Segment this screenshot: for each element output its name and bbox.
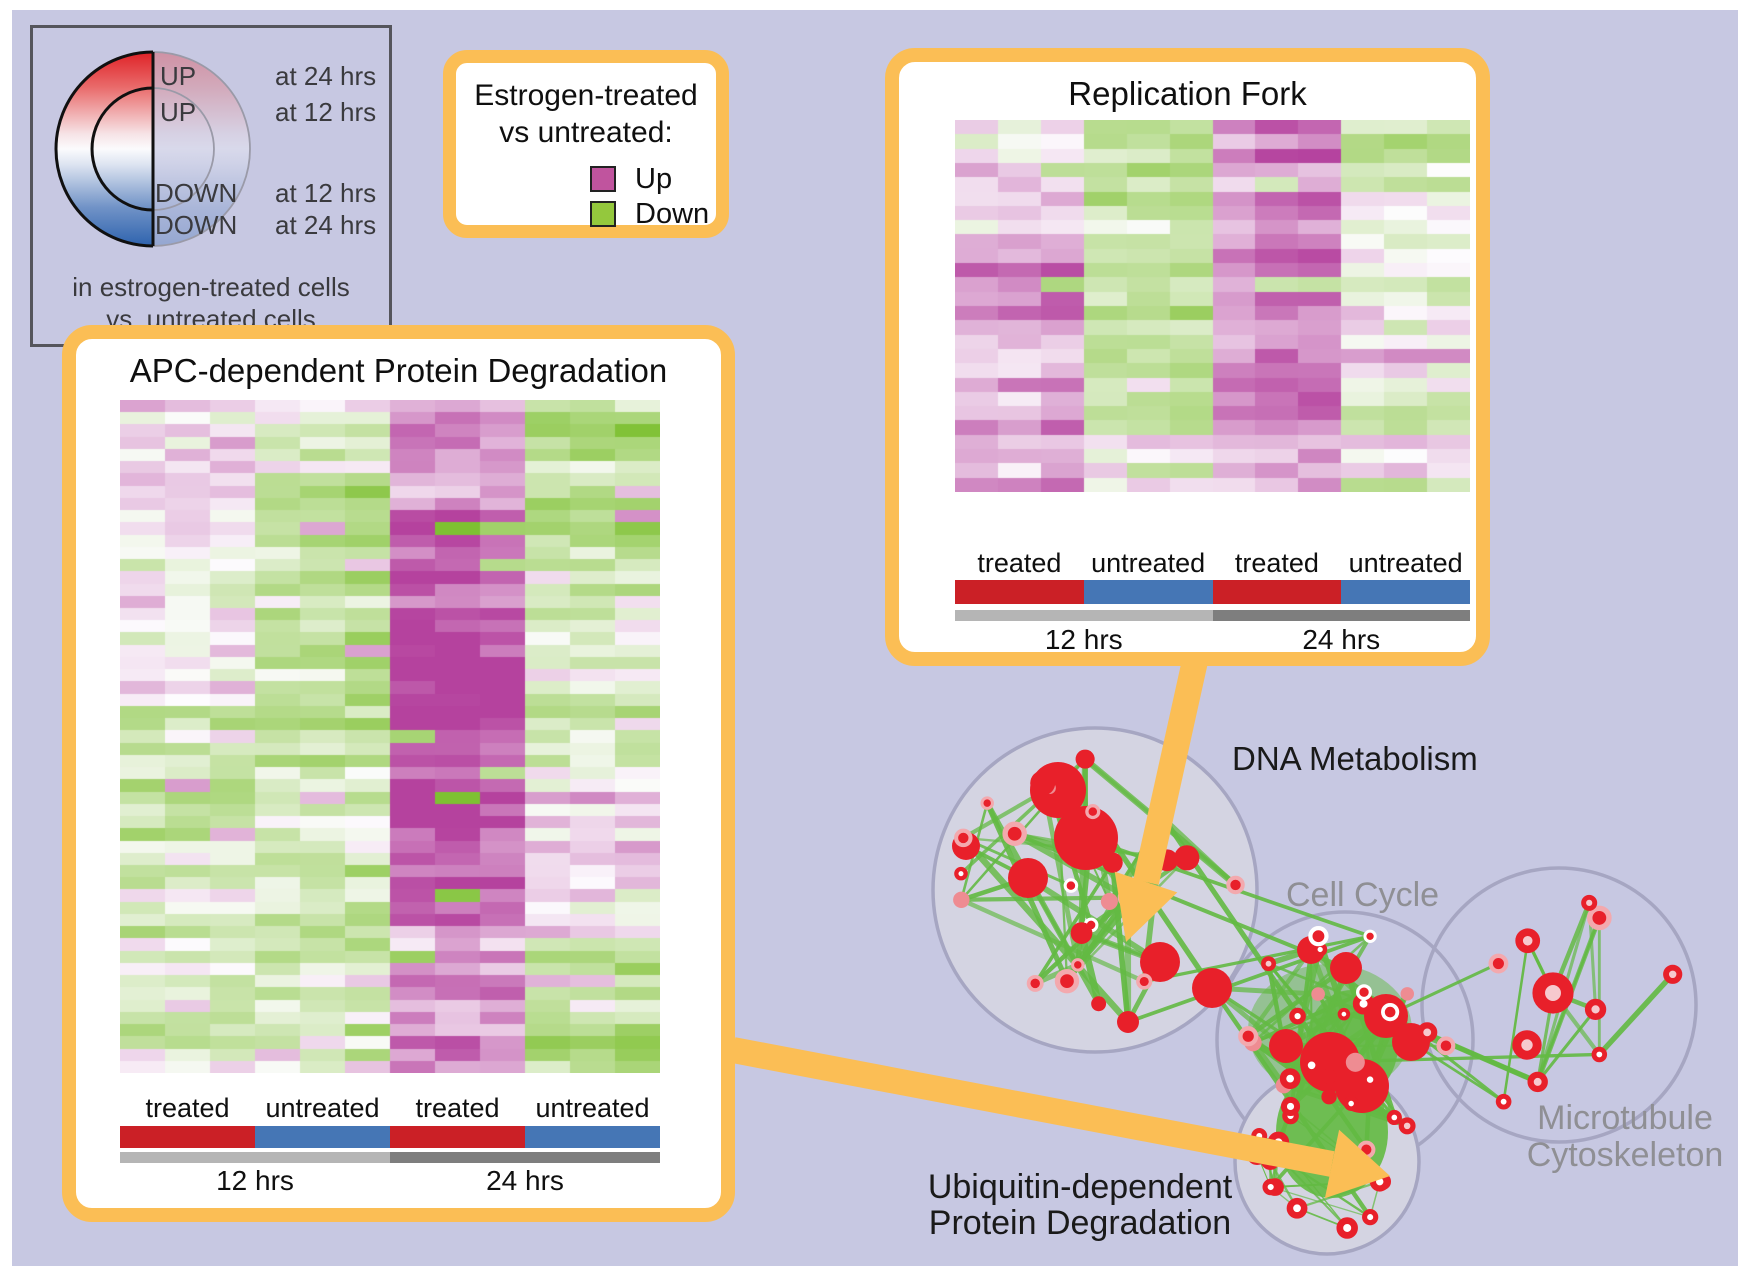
ring-time-12hrs-outer: at 12 hrs xyxy=(275,178,377,208)
updown-legend-title: Estrogen-treated vs untreated: xyxy=(456,77,716,151)
ring-legend-box: UP at 24 hrs UP at 12 hrs DOWN at 12 hrs… xyxy=(30,25,392,347)
updown-legend-title-line1: Estrogen-treated xyxy=(474,79,698,112)
replication-fork-heatmap xyxy=(955,120,1470,492)
apc-12hrs-label: 12 hrs xyxy=(216,1165,294,1196)
apc-group-labels: treated untreated treated untreated xyxy=(120,1093,660,1124)
replication-fork-title: Replication Fork xyxy=(1068,75,1307,112)
apc-time-labels: 12 hrs 24 hrs xyxy=(120,1165,660,1197)
rf-time-colorbar xyxy=(955,610,1470,621)
updown-legend-title-line2: vs untreated: xyxy=(499,116,673,149)
down-swatch-label: Down xyxy=(635,198,710,230)
ring-legend-caption-line1: in estrogen-treated cells xyxy=(72,272,350,302)
rf-12hrs-label: 12 hrs xyxy=(1044,624,1123,655)
apc-condition-colorbar xyxy=(120,1126,660,1148)
apc-treated-12-label: treated xyxy=(145,1093,230,1123)
up-color-swatch xyxy=(590,166,616,192)
rf-treated-12-label: treated xyxy=(977,548,1062,578)
apc-degradation-panel: APC-dependent Protein Degradation treate… xyxy=(62,325,735,1222)
apc-treated-24-label: treated xyxy=(415,1093,500,1123)
ring-label-up-inner: UP xyxy=(160,97,197,127)
rf-24hrs-label: 24 hrs xyxy=(1302,624,1381,655)
concentric-ring-diagram-icon xyxy=(54,50,251,248)
replication-fork-panel: Replication Fork treated untreated treat… xyxy=(885,48,1490,666)
down-color-swatch xyxy=(590,201,616,227)
apc-heatmap xyxy=(120,400,660,1073)
up-swatch-label: Up xyxy=(635,163,673,195)
ring-label-down-outer: DOWN xyxy=(155,210,238,240)
ring-time-24hrs-outer2: at 24 hrs xyxy=(275,210,377,240)
rf-untreated-24-label: untreated xyxy=(1348,548,1463,578)
apc-24hrs-label: 24 hrs xyxy=(486,1165,564,1196)
ring-time-12hrs-inner: at 12 hrs xyxy=(275,97,377,127)
apc-time-colorbar xyxy=(120,1152,660,1163)
apc-panel-title: APC-dependent Protein Degradation xyxy=(129,352,668,389)
rf-group-labels: treated untreated treated untreated xyxy=(955,548,1470,579)
apc-untreated-24-label: untreated xyxy=(535,1093,650,1123)
rf-treated-24-label: treated xyxy=(1234,548,1319,578)
ring-time-24hrs-outer: at 24 hrs xyxy=(275,61,377,91)
rf-untreated-12-label: untreated xyxy=(1091,548,1206,578)
updown-legend-box: Estrogen-treated vs untreated: Up Down xyxy=(443,50,729,238)
rf-condition-colorbar xyxy=(955,580,1470,604)
ring-label-up-outer: UP xyxy=(160,61,197,91)
rf-time-labels: 12 hrs 24 hrs xyxy=(955,624,1470,656)
ring-label-down-inner: DOWN xyxy=(155,178,238,208)
apc-untreated-12-label: untreated xyxy=(265,1093,380,1123)
